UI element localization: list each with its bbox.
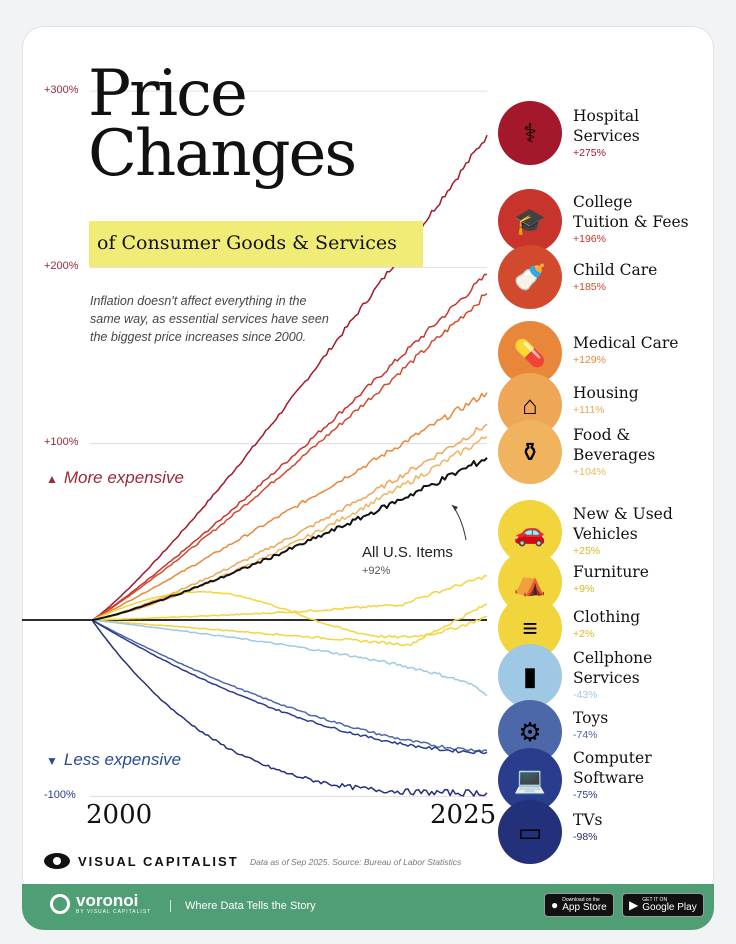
source-note: Data as of Sep 2025. Source: Bureau of L… — [250, 857, 462, 867]
series-line — [91, 575, 488, 621]
series-line — [91, 619, 488, 755]
series-line — [91, 293, 488, 621]
category-label: New & Used Vehicles +25% — [573, 504, 713, 557]
series-line — [91, 435, 488, 621]
arrow-head — [452, 505, 458, 511]
series-line — [91, 590, 488, 639]
category-change: +196% — [573, 233, 606, 245]
category-name: New & Used Vehicles — [573, 505, 673, 543]
category-change: -43% — [573, 689, 598, 701]
series-line — [91, 423, 488, 621]
category-name: Cellphone Services — [573, 649, 653, 687]
apple-icon: ● — [551, 898, 559, 912]
category-label: Clothing +2% — [573, 607, 713, 640]
series-line-all-items — [91, 457, 488, 621]
series-line — [91, 273, 488, 621]
category-name: Furniture — [573, 563, 649, 581]
category-change: -74% — [573, 729, 598, 741]
more-expensive-label: ▲ More expensive — [46, 468, 184, 487]
subtitle: of Consumer Goods & Services — [89, 221, 423, 267]
down-triangle-icon: ▼ — [46, 754, 58, 768]
category-label: College Tuition & Fees +196% — [573, 192, 713, 245]
page-title: Price Changes — [88, 57, 357, 191]
annotation-arrow — [451, 504, 467, 541]
stethoscope-icon: ⚕ — [498, 101, 562, 165]
play-icon: ▶ — [629, 898, 639, 912]
series-line — [91, 392, 488, 621]
category-change: +111% — [573, 404, 605, 416]
category-name: Food & Beverages — [573, 426, 656, 464]
bottles-icon: ⚱ — [498, 420, 562, 484]
category-label: Toys -74% — [573, 708, 713, 741]
category-change: +129% — [573, 354, 606, 366]
category-label: Medical Care +129% — [573, 333, 713, 366]
category-name: College Tuition & Fees — [573, 193, 689, 231]
category-label: TVs -98% — [573, 810, 713, 843]
category-name: Housing — [573, 384, 639, 402]
y-tick-label: -100% — [44, 789, 76, 801]
infographic-card — [22, 26, 714, 898]
category-name: TVs — [573, 811, 603, 829]
app-store-button[interactable]: ● Download on the App Store — [544, 893, 614, 917]
category-name: Hospital Services — [573, 107, 640, 145]
eye-logo-icon — [44, 853, 70, 869]
category-change: -98% — [573, 831, 598, 843]
y-tick-label: +300% — [44, 84, 79, 96]
category-name: Toys — [573, 709, 609, 727]
category-label: Food & Beverages +104% — [573, 425, 713, 478]
category-label: Housing +111% — [573, 383, 713, 416]
category-change: +104% — [573, 466, 606, 478]
category-label: Child Care +185% — [573, 260, 713, 293]
category-name: Computer Software — [573, 749, 652, 787]
category-label: Computer Software -75% — [573, 748, 713, 801]
description: Inflation doesn't affect everything in t… — [90, 294, 329, 344]
voronoi-mark-icon — [50, 894, 70, 914]
category-change: +275% — [573, 147, 606, 159]
category-name: Medical Care — [573, 334, 679, 352]
category-change: -75% — [573, 789, 598, 801]
tv-icon: ▭ — [498, 800, 562, 864]
x-end-label: 2025 — [430, 800, 497, 830]
y-tick-label: +100% — [44, 436, 79, 448]
all-items-value: +92% — [362, 565, 391, 577]
all-items-label: All U.S. Items — [362, 544, 453, 561]
phone-icon: ▮ — [498, 644, 562, 708]
category-name: Child Care — [573, 261, 658, 279]
series-line — [91, 603, 488, 647]
x-start-label: 2000 — [86, 800, 153, 830]
graduation-cap-icon: 🎓 — [498, 189, 562, 253]
category-change: +25% — [573, 545, 601, 557]
category-label: Hospital Services +275% — [573, 106, 713, 159]
google-play-button[interactable]: ▶ GET IT ON Google Play — [622, 893, 704, 917]
series-line — [91, 619, 488, 697]
voronoi-logo[interactable]: voronoi BY VISUAL CAPITALIST — [50, 892, 151, 915]
category-change: +185% — [573, 281, 606, 293]
visual-capitalist-logo: VISUAL CAPITALIST — [44, 853, 239, 869]
all-items-annotation: All U.S. Items +92% — [362, 544, 453, 577]
y-tick-label: +200% — [44, 260, 79, 272]
category-label: Furniture +9% — [573, 562, 713, 595]
category-label: Cellphone Services -43% — [573, 648, 713, 701]
category-name: Clothing — [573, 608, 641, 626]
baby-bottle-icon: 🍼 — [498, 245, 562, 309]
category-change: +9% — [573, 583, 595, 595]
series-line — [91, 619, 488, 797]
up-triangle-icon: ▲ — [46, 472, 58, 486]
series-line — [91, 619, 488, 753]
less-expensive-label: ▼ Less expensive — [46, 750, 182, 769]
category-change: +2% — [573, 628, 595, 640]
tagline: Where Data Tells the Story — [170, 900, 316, 912]
